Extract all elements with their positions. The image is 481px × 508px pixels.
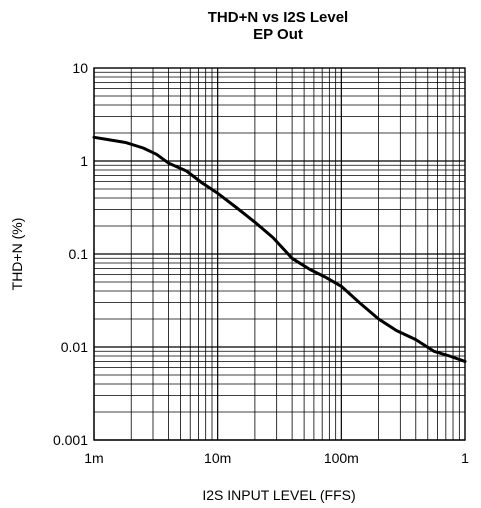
x-tick-label: 1m bbox=[84, 450, 103, 466]
chart-title: THD+N vs I2S Level bbox=[208, 9, 348, 26]
x-tick-label: 1 bbox=[461, 450, 469, 466]
y-tick-label: 0.1 bbox=[69, 246, 89, 262]
y-tick-label: 0.001 bbox=[53, 432, 88, 448]
x-tick-label: 100m bbox=[324, 450, 359, 466]
chart-subtitle: EP Out bbox=[253, 26, 303, 43]
grid bbox=[93, 68, 465, 441]
y-axis-label: THD+N (%) bbox=[9, 218, 25, 291]
y-tick-label: 0.01 bbox=[61, 339, 88, 355]
y-tick-label: 1 bbox=[80, 153, 88, 169]
series-line bbox=[92, 135, 467, 363]
plot-frame bbox=[93, 67, 466, 441]
x-axis-label: I2S INPUT LEVEL (FFS) bbox=[202, 487, 355, 503]
tick-labels: 1m 10m 100m 1 0.001 0.01 0.1 1 10 bbox=[53, 60, 469, 466]
series-layer bbox=[92, 135, 467, 363]
x-tick-label: 10m bbox=[204, 450, 231, 466]
y-tick-label: 10 bbox=[72, 60, 88, 76]
